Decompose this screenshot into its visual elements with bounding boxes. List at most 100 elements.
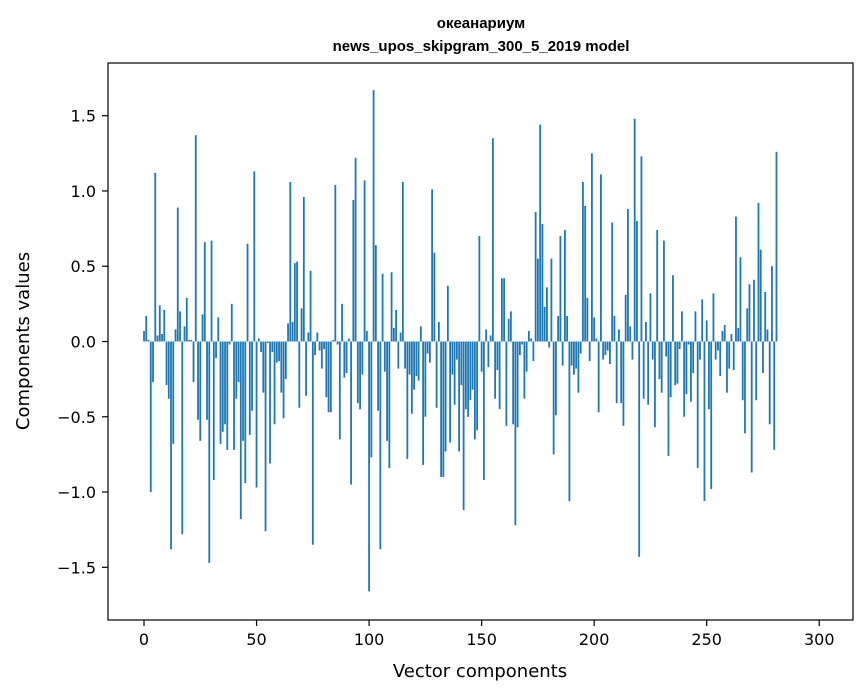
bar [471,341,474,390]
bar [618,329,620,342]
bar [217,317,220,342]
bar [417,341,420,381]
bar [494,341,497,399]
bar [325,341,328,398]
bar [289,181,292,342]
bar [627,209,629,342]
bar [559,236,562,342]
bar [363,180,366,342]
bar [203,242,206,342]
bar [361,341,364,375]
bar [352,199,355,342]
bar [541,224,544,342]
bar [410,341,413,414]
bar [201,314,204,342]
bar [496,341,499,371]
bar [190,339,193,342]
bar [681,311,683,342]
bar [593,317,596,342]
bar [649,293,652,342]
bar [271,341,274,353]
bar [460,341,463,386]
bar [638,341,641,557]
bar [156,335,159,342]
bar [370,341,373,458]
y-tick-label: −0.5 [57,408,96,427]
bar [426,341,429,354]
bar [705,320,708,342]
bar [613,315,616,342]
bar [568,341,571,502]
bar [564,230,566,342]
bar [651,341,654,360]
bar [291,321,294,342]
bar [575,341,578,369]
bar [248,341,251,435]
bar [188,339,190,342]
bar [712,293,715,342]
bar [523,341,526,399]
bar [611,222,614,342]
bar [415,341,418,377]
bar [401,181,404,342]
bar [233,341,235,450]
bar [435,341,438,408]
bar [660,341,663,393]
bar [521,341,524,345]
bar [449,341,452,443]
bar [422,341,425,465]
bar [527,330,530,342]
bar [386,341,388,441]
bar [685,341,688,395]
bar [154,172,157,342]
bar [300,308,303,342]
bar [518,341,521,356]
bar [669,341,672,398]
bar [678,341,681,350]
bar [476,341,479,431]
bar [485,329,488,342]
bar [237,341,240,383]
bar [170,341,172,550]
bar [573,341,575,375]
bar [197,341,199,420]
bar [365,330,368,342]
bar [737,327,740,342]
chart-title-line-2: news_upos_skipgram_300_5_2019 model [333,38,630,55]
bar [199,341,202,441]
bar [584,206,587,342]
bar [708,341,710,410]
bar [636,221,638,342]
bar [633,118,636,342]
x-tick-label: 300 [804,630,835,649]
bar-series [143,90,778,592]
bar [275,341,278,363]
bar [759,249,762,342]
bar [658,341,661,380]
bar [595,338,598,342]
bar [149,341,152,493]
bar [730,333,733,342]
bar [338,341,341,440]
x-tick-label: 50 [246,630,266,649]
bar [514,341,517,526]
bar [451,341,454,375]
bar [406,341,409,459]
bar [390,272,393,342]
bar [408,341,411,375]
bar [428,341,431,363]
bar [728,341,731,369]
y-tick-label: 1.5 [71,107,96,126]
bar [462,341,465,511]
bar [453,341,456,405]
bar [181,341,184,535]
bar [732,341,735,371]
bar [379,341,382,550]
bar [557,315,560,342]
bar [744,341,746,434]
bar [582,181,584,342]
bar [714,341,717,360]
bar [145,315,148,342]
bar [674,341,677,386]
